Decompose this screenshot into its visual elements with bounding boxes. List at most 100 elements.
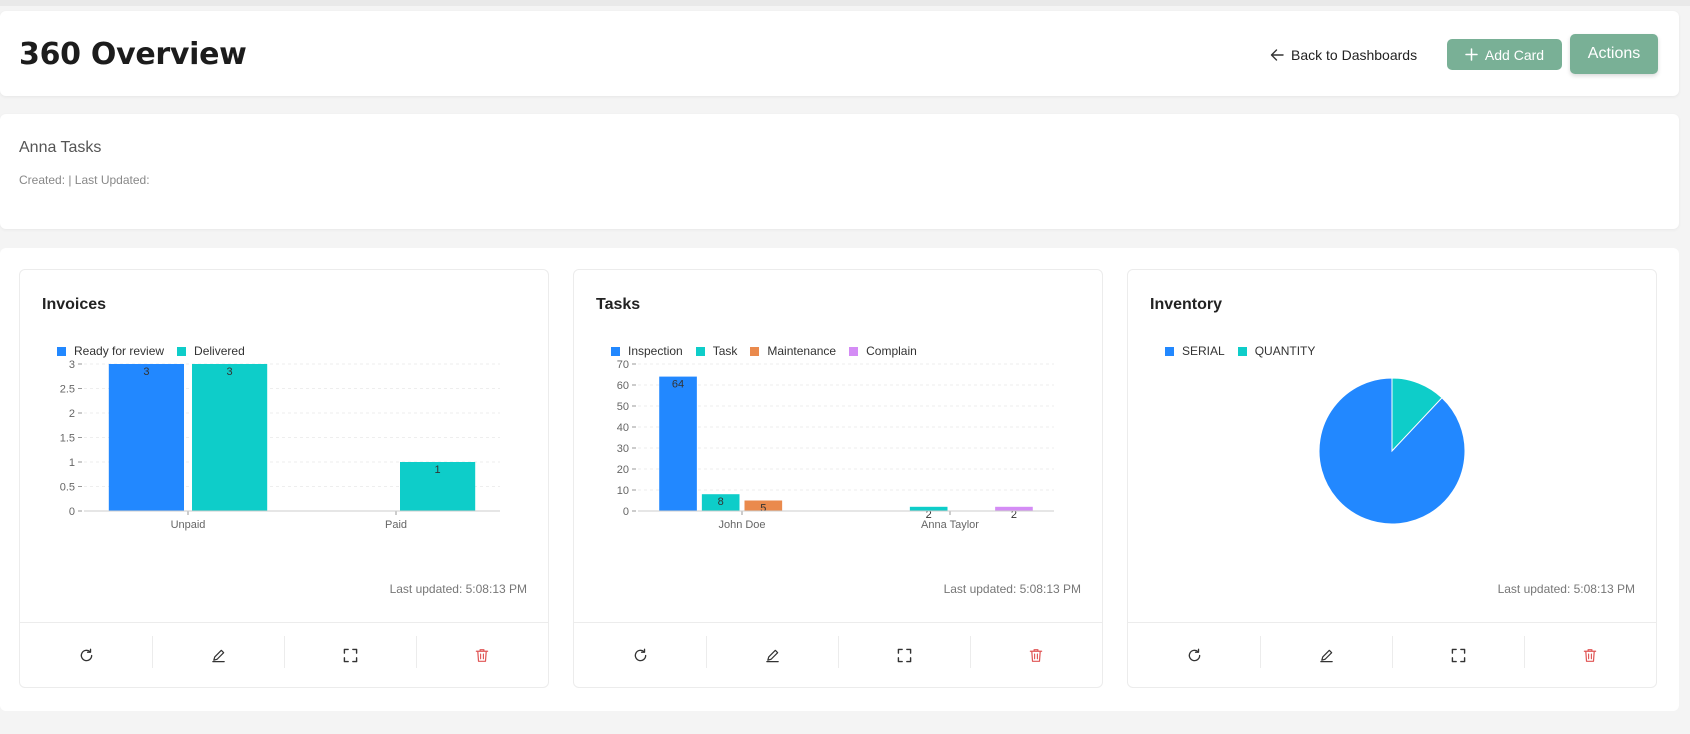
legend-label: SERIAL — [1182, 344, 1225, 358]
legend-label: Delivered — [194, 344, 245, 358]
legend-label: Ready for review — [74, 344, 165, 358]
x-tick-label: John Doe — [718, 519, 765, 531]
bar-value-label: 2 — [1011, 509, 1017, 521]
fullscreen-button[interactable] — [838, 623, 970, 688]
delete-button[interactable] — [970, 623, 1102, 688]
edit-icon — [1319, 648, 1334, 663]
last-updated-text: Last updated: 5:08:13 PM — [943, 582, 1081, 596]
fullscreen-icon — [343, 648, 358, 663]
bar-value-label: 8 — [718, 496, 724, 508]
legend-item[interactable]: Complain — [849, 344, 917, 358]
legend-label: Maintenance — [767, 344, 837, 358]
y-tick-label: 1 — [69, 457, 75, 469]
legend-swatch — [611, 346, 620, 356]
inventory-pie-chart — [1318, 377, 1466, 525]
legend-item[interactable]: SERIAL — [1165, 344, 1225, 358]
fullscreen-icon — [1451, 648, 1466, 663]
back-to-dashboards-link[interactable]: Back to Dashboards — [1270, 45, 1417, 65]
card-footer — [20, 622, 548, 688]
bar-value-label: 64 — [672, 379, 684, 391]
y-tick-label: 0 — [69, 506, 75, 518]
y-tick-label: 0 — [623, 506, 629, 518]
card-title: Inventory — [1150, 296, 1223, 313]
card-tasks: Tasks Inspection Task Maintenance Complain … — [573, 269, 1103, 688]
x-tick-label: Paid — [385, 519, 407, 531]
delete-button[interactable] — [1524, 623, 1656, 688]
y-tick-label: 2 — [69, 408, 75, 420]
bar[interactable] — [659, 376, 697, 511]
dashboard-info-panel: Anna Tasks Created: | Last Updated: — [0, 114, 1679, 229]
legend-swatch — [1237, 346, 1247, 356]
y-tick-label: 10 — [617, 485, 629, 497]
page-title: 360 Overview — [19, 37, 247, 72]
card-title: Tasks — [596, 296, 641, 313]
delete-button[interactable] — [416, 623, 548, 688]
y-tick-label: 30 — [617, 443, 629, 455]
refresh-button[interactable] — [574, 623, 706, 688]
edit-button[interactable] — [706, 623, 838, 688]
legend-swatch — [750, 346, 760, 356]
legend-label: Task — [712, 344, 738, 358]
pie-slice[interactable] — [1318, 377, 1466, 525]
edit-button[interactable] — [1260, 623, 1392, 688]
legend-item[interactable]: QUANTITY — [1237, 344, 1316, 358]
chart-legend: SERIAL QUANTITY — [1165, 344, 1328, 358]
delete-icon — [1029, 648, 1043, 663]
legend-item[interactable]: Ready for review — [57, 344, 164, 358]
edit-icon — [211, 648, 226, 663]
back-label: Back to Dashboards — [1291, 47, 1418, 63]
actions-button[interactable]: Actions — [1570, 34, 1658, 74]
legend-swatch — [695, 346, 705, 356]
fullscreen-button[interactable] — [284, 623, 416, 688]
refresh-icon — [633, 648, 648, 663]
card-footer — [574, 622, 1102, 688]
card-inventory: Inventory SERIAL QUANTITY Last updated: 5… — [1127, 269, 1657, 688]
y-tick-label: 70 — [617, 359, 629, 371]
edit-button[interactable] — [152, 623, 284, 688]
bar[interactable] — [192, 364, 268, 511]
bar[interactable] — [701, 494, 740, 511]
delete-icon — [1583, 648, 1597, 663]
plus-icon — [1465, 48, 1478, 61]
y-tick-label: 40 — [617, 422, 629, 434]
legend-item[interactable]: Task — [695, 344, 738, 358]
dashboard-name: Anna Tasks — [19, 139, 102, 156]
y-tick-label: 3 — [69, 359, 75, 371]
legend-label: QUANTITY — [1254, 344, 1316, 358]
legend-swatch — [1165, 346, 1174, 356]
legend-item[interactable]: Delivered — [177, 344, 245, 358]
card-invoices: Invoices Ready for review Delivered 0 0.5 1… — [19, 269, 549, 688]
legend-item[interactable]: Inspection — [611, 344, 683, 358]
legend-item[interactable]: Maintenance — [750, 344, 836, 358]
bar[interactable] — [995, 506, 1033, 511]
y-tick-label: 50 — [617, 401, 629, 413]
fullscreen-button[interactable] — [1392, 623, 1524, 688]
chart-legend: Ready for review Delivered — [57, 344, 258, 358]
bar-value-label: 1 — [435, 464, 441, 476]
bar-value-label: 5 — [760, 503, 766, 515]
add-card-button[interactable]: Add Card — [1447, 39, 1562, 70]
bar[interactable] — [909, 506, 948, 511]
last-updated-text: Last updated: 5:08:13 PM — [389, 582, 527, 596]
chart-legend: Inspection Task Maintenance Complain — [611, 344, 930, 358]
bar[interactable] — [400, 462, 476, 511]
last-updated-text: Last updated: 5:08:13 PM — [1497, 582, 1635, 596]
bar-value-label: 3 — [143, 366, 149, 378]
card-title: Invoices — [42, 296, 107, 313]
legend-label: Inspection — [628, 344, 683, 358]
y-tick-label: 60 — [617, 380, 629, 392]
bar[interactable] — [744, 500, 783, 512]
delete-icon — [475, 648, 489, 663]
edit-icon — [765, 648, 780, 663]
refresh-button[interactable] — [1128, 623, 1260, 688]
x-tick-label: Anna Taylor — [921, 519, 979, 531]
x-tick-label: Unpaid — [171, 519, 206, 531]
card-footer — [1128, 622, 1656, 688]
refresh-icon — [1187, 648, 1202, 663]
refresh-icon — [79, 648, 94, 663]
refresh-button[interactable] — [20, 623, 152, 688]
y-tick-label: 0.5 — [60, 482, 75, 494]
legend-swatch — [57, 346, 66, 356]
bar[interactable] — [108, 364, 184, 511]
